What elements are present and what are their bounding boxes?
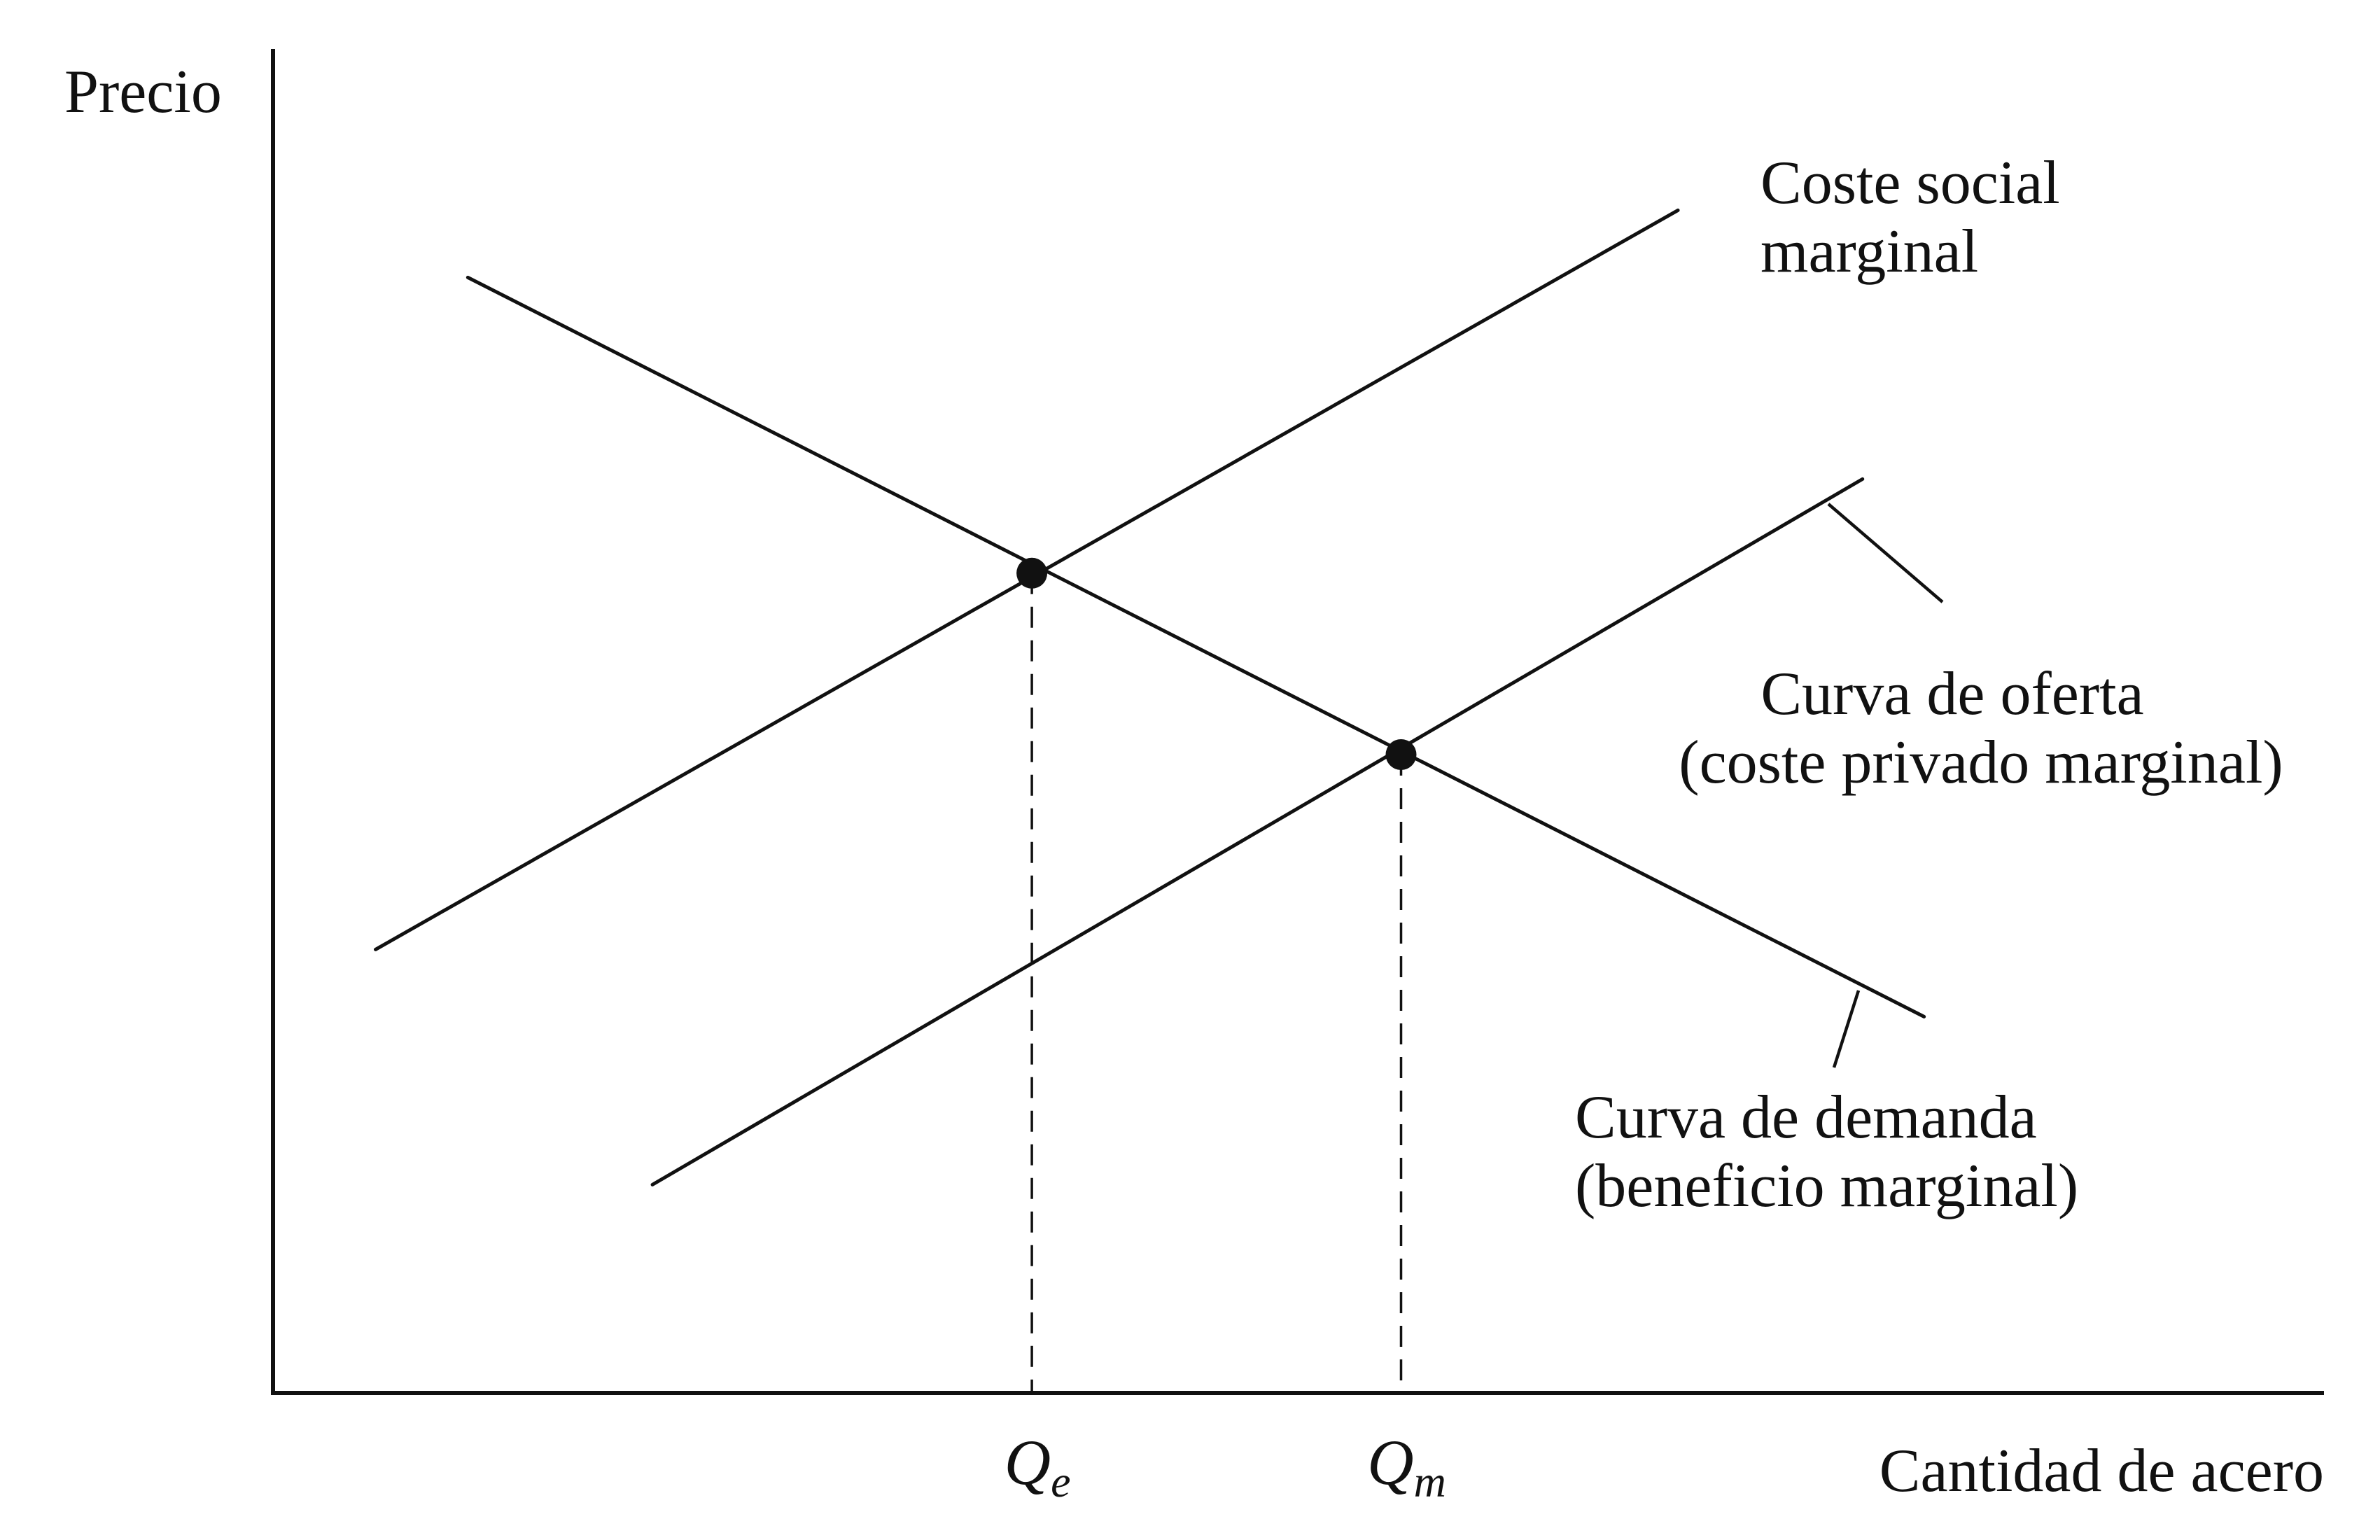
tick-label-qm-sub: m — [1414, 1457, 1446, 1506]
axes — [271, 49, 2324, 1395]
demand-curve-label-line-1: Curva de demanda — [1575, 1084, 2037, 1152]
equilibrium-points — [1016, 557, 1417, 770]
supply-curve-label-line-2: (coste privado marginal) — [1679, 729, 2283, 797]
social-cost-label-line-2: marginal — [1760, 218, 1978, 286]
curve-labels: Coste social marginal Curva de oferta (c… — [1575, 149, 2283, 1220]
y-axis-label: Precio — [64, 58, 222, 126]
tick-label-qm-main: Q — [1367, 1427, 1413, 1498]
guide-lines — [1030, 573, 1403, 1393]
supply-curve — [650, 477, 1865, 1186]
supply-curve-label-line-1: Curva de oferta — [1760, 660, 2143, 728]
supply-curve-label: Curva de oferta (coste privado marginal) — [1679, 660, 2283, 797]
social-cost-label-line-1: Coste social — [1760, 149, 2060, 217]
demand-curve — [465, 275, 1926, 1018]
tick-label-qe-main: Q — [1004, 1427, 1051, 1498]
demand-curve-label-line-2: (beneficio marginal) — [1575, 1152, 2078, 1220]
equilibrium-point-qe — [1016, 557, 1048, 589]
x-tick-labels: Qe Qm — [1004, 1427, 1446, 1506]
label-leaders — [1827, 503, 1944, 1068]
social-cost-label: Coste social marginal — [1760, 149, 2076, 286]
tick-label-qe: Qe — [1004, 1427, 1071, 1506]
tick-label-qe-sub: e — [1051, 1457, 1070, 1506]
supply-label-leader — [1827, 503, 1944, 603]
demand-label-leader — [1832, 990, 1861, 1068]
equilibrium-point-qm — [1385, 739, 1417, 770]
demand-curve-label: Curva de demanda (beneficio marginal) — [1575, 1084, 2078, 1220]
curves — [374, 208, 1926, 1186]
tick-label-qm: Qm — [1367, 1427, 1446, 1506]
x-axis-label: Cantidad de acero — [1879, 1437, 2324, 1505]
